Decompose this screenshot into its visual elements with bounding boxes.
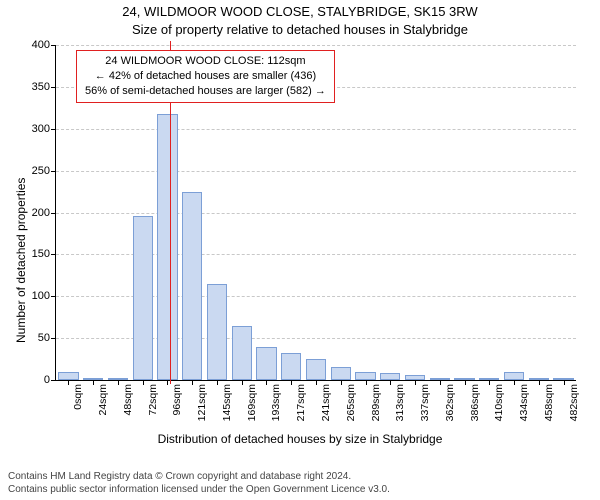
bar: [133, 216, 153, 380]
x-tick-label: 121sqm: [196, 384, 208, 421]
bar: [281, 353, 301, 380]
x-tick-label: 24sqm: [97, 384, 109, 416]
x-tick-mark: [143, 380, 144, 385]
bar: [232, 326, 252, 380]
y-tick-label: 400: [32, 39, 56, 51]
x-tick-mark: [217, 380, 218, 385]
x-tick-mark: [242, 380, 243, 385]
x-tick-mark: [514, 380, 515, 385]
bar: [306, 359, 326, 380]
bar: [331, 367, 351, 380]
y-tick-label: 350: [32, 81, 56, 93]
x-tick-mark: [390, 380, 391, 385]
y-tick-label: 0: [44, 374, 56, 386]
x-tick-label: 386sqm: [469, 384, 481, 421]
x-tick-label: 265sqm: [345, 384, 357, 421]
x-tick-label: 145sqm: [221, 384, 233, 421]
bar: [157, 114, 177, 380]
x-tick-label: 362sqm: [444, 384, 456, 421]
annotation-line-2: ← 42% of detached houses are smaller (43…: [85, 69, 326, 84]
annotation-line-3: 56% of semi-detached houses are larger (…: [85, 84, 326, 99]
x-tick-mark: [192, 380, 193, 385]
x-tick-label: 241sqm: [320, 384, 332, 421]
x-tick-mark: [564, 380, 565, 385]
x-tick-label: 0sqm: [72, 384, 84, 410]
x-tick-label: 434sqm: [518, 384, 530, 421]
x-tick-mark: [118, 380, 119, 385]
y-tick-label: 250: [32, 165, 56, 177]
x-tick-label: 48sqm: [122, 384, 134, 416]
x-tick-mark: [93, 380, 94, 385]
x-tick-mark: [366, 380, 367, 385]
bar: [182, 192, 202, 380]
y-axis-label: Number of detached properties: [14, 178, 28, 343]
x-tick-label: 72sqm: [147, 384, 159, 416]
x-tick-mark: [415, 380, 416, 385]
x-tick-mark: [266, 380, 267, 385]
x-tick-mark: [167, 380, 168, 385]
x-tick-label: 217sqm: [295, 384, 307, 421]
x-tick-label: 482sqm: [568, 384, 580, 421]
y-tick-label: 100: [32, 290, 56, 302]
bar: [58, 372, 78, 380]
x-axis-label: Distribution of detached houses by size …: [0, 432, 600, 446]
annotation-line-1: 24 WILDMOOR WOOD CLOSE: 112sqm: [85, 54, 326, 69]
chart-title: 24, WILDMOOR WOOD CLOSE, STALYBRIDGE, SK…: [0, 4, 600, 19]
bar: [380, 373, 400, 380]
y-tick-label: 200: [32, 207, 56, 219]
plot-area: 050100150200250300350400 0sqm24sqm48sqm7…: [55, 45, 576, 381]
x-tick-label: 458sqm: [543, 384, 555, 421]
x-tick-label: 313sqm: [394, 384, 406, 421]
bar: [256, 347, 276, 381]
y-tick-label: 300: [32, 123, 56, 135]
x-tick-label: 337sqm: [419, 384, 431, 421]
y-tick-label: 50: [38, 332, 56, 344]
x-tick-mark: [465, 380, 466, 385]
chart-subtitle: Size of property relative to detached ho…: [0, 22, 600, 37]
bar: [355, 372, 375, 380]
x-tick-label: 96sqm: [171, 384, 183, 416]
x-tick-mark: [316, 380, 317, 385]
x-tick-mark: [440, 380, 441, 385]
x-tick-mark: [539, 380, 540, 385]
x-tick-label: 289sqm: [370, 384, 382, 421]
x-tick-mark: [489, 380, 490, 385]
x-tick-label: 410sqm: [493, 384, 505, 421]
footer: Contains HM Land Registry data © Crown c…: [8, 470, 390, 496]
x-tick-mark: [341, 380, 342, 385]
x-tick-mark: [68, 380, 69, 385]
x-tick-label: 169sqm: [246, 384, 258, 421]
footer-line-1: Contains HM Land Registry data © Crown c…: [8, 470, 390, 483]
x-tick-mark: [291, 380, 292, 385]
chart-container: 24, WILDMOOR WOOD CLOSE, STALYBRIDGE, SK…: [0, 0, 600, 500]
y-tick-label: 150: [32, 248, 56, 260]
annotation-box: 24 WILDMOOR WOOD CLOSE: 112sqm ← 42% of …: [76, 50, 335, 103]
x-tick-label: 193sqm: [270, 384, 282, 421]
bar: [504, 372, 524, 380]
bar: [207, 284, 227, 380]
footer-line-2: Contains public sector information licen…: [8, 483, 390, 496]
